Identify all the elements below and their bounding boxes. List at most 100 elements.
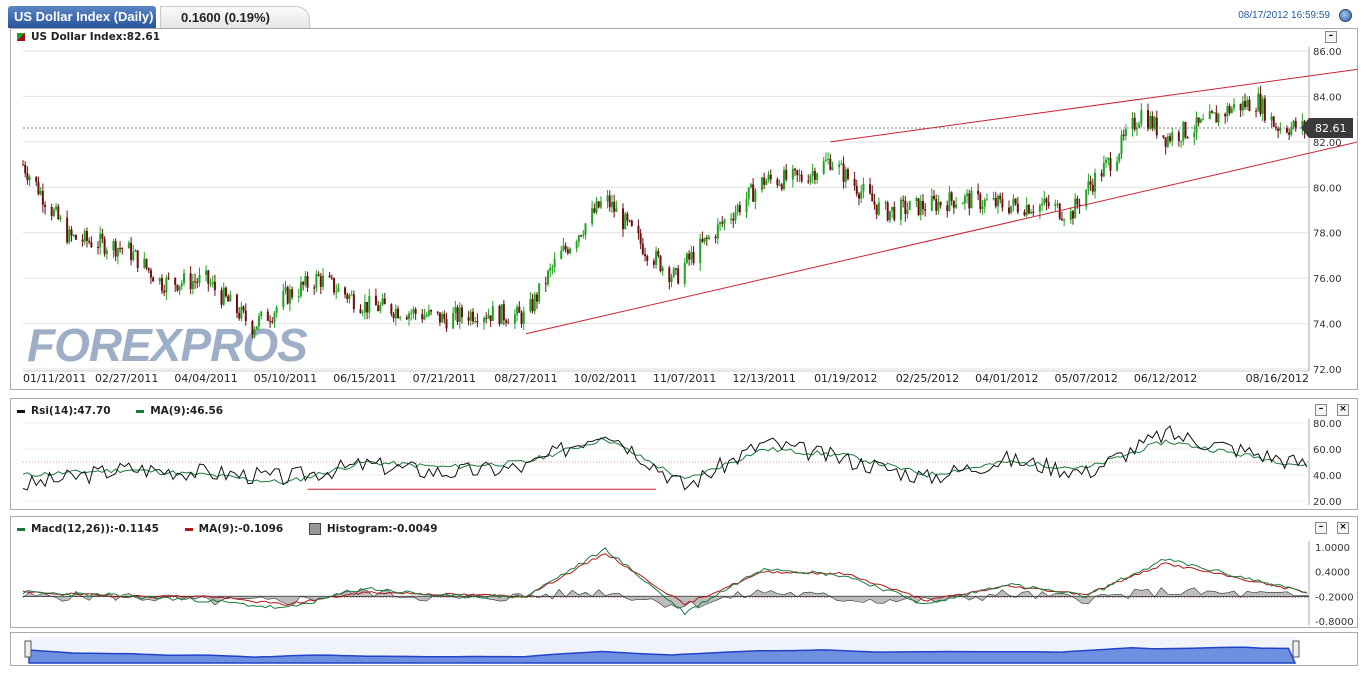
- rsi-y-tick: 40.00: [1313, 471, 1342, 482]
- candle-body: [498, 306, 501, 325]
- chart-title-tab[interactable]: US Dollar Index (Daily): [8, 6, 156, 28]
- rsi-minimize-button[interactable]: –: [1315, 404, 1327, 416]
- candle-body: [580, 235, 583, 237]
- macd-minimize-button[interactable]: –: [1315, 522, 1327, 534]
- candle-body: [811, 170, 814, 176]
- candle-body: [738, 205, 741, 213]
- candle-body: [933, 195, 936, 200]
- candle-body: [445, 319, 448, 329]
- price-chart: FOREXPROS 86.00 84.00 82.00 80.00 78.00 76.00…: [22, 47, 1357, 385]
- candle-body: [1277, 128, 1280, 131]
- navigator-panel[interactable]: [10, 632, 1358, 666]
- chart-header: US Dollar Index (Daily) 0.1600 (0.19%) 0…: [0, 0, 1366, 28]
- candle-body: [112, 241, 115, 251]
- candle-body: [516, 306, 519, 315]
- macd-y-tick: -0.2000: [1315, 592, 1354, 603]
- candle-body: [491, 306, 494, 321]
- macd-y-tick: 1.0000: [1315, 543, 1350, 554]
- candle-body: [769, 174, 772, 180]
- candle-body: [840, 163, 843, 165]
- candle-body: [57, 206, 60, 219]
- candle-body: [544, 283, 547, 285]
- candle-body: [467, 317, 470, 321]
- candle-body: [996, 195, 999, 207]
- candle-body: [904, 200, 907, 214]
- candle-body: [734, 211, 737, 221]
- ma-line-icon: [136, 409, 145, 413]
- candle-body: [858, 193, 861, 199]
- candle-body: [1133, 117, 1136, 130]
- candle-body: [566, 249, 569, 254]
- candle-body: [427, 310, 430, 316]
- navigator-chart[interactable]: [11, 633, 1357, 665]
- candle-body: [778, 184, 781, 186]
- candle-body: [1248, 99, 1251, 112]
- candle-body: [505, 320, 508, 323]
- candle-body: [68, 229, 71, 243]
- candle-body: [134, 250, 137, 252]
- candle-body: [562, 245, 565, 251]
- candle-body: [688, 253, 691, 260]
- candle-body: [500, 304, 503, 325]
- candle-body: [767, 174, 770, 181]
- candle-body: [935, 199, 938, 211]
- settings-icon[interactable]: [1339, 9, 1352, 22]
- trend-line: [525, 141, 1357, 335]
- candle-body: [121, 248, 124, 250]
- candle-body: [269, 320, 272, 322]
- price-legend: US Dollar Index:82.61: [17, 31, 160, 43]
- candle-body: [1215, 112, 1218, 123]
- candle-body: [939, 202, 942, 206]
- candle-body: [24, 164, 27, 174]
- candle-body: [456, 307, 459, 322]
- candle-body: [809, 175, 812, 183]
- candle-body: [286, 287, 289, 304]
- price-y-tick: 78.00: [1313, 229, 1342, 240]
- candle-body: [683, 262, 686, 284]
- candle-body: [1226, 106, 1229, 117]
- candle-body: [670, 276, 673, 282]
- candle-body: [136, 250, 139, 268]
- candle-body: [105, 250, 108, 254]
- candle-body: [1085, 189, 1088, 207]
- candle-body: [366, 301, 369, 313]
- price-y-tick: 86.00: [1313, 47, 1342, 58]
- candle-body: [328, 275, 331, 278]
- candle-body: [560, 250, 563, 259]
- candle-body: [708, 236, 711, 239]
- candle-body: [796, 170, 799, 175]
- candle-body: [1151, 115, 1154, 129]
- candle-body: [85, 231, 88, 241]
- candle-body: [760, 177, 763, 191]
- candle-body: [860, 191, 863, 199]
- candle-body: [198, 274, 201, 283]
- candle-body: [253, 329, 256, 335]
- candle-body: [1116, 161, 1119, 171]
- candle-body: [1023, 211, 1026, 216]
- candle-body: [88, 240, 91, 243]
- candle-body: [816, 173, 819, 180]
- macd-close-button[interactable]: ×: [1337, 522, 1349, 534]
- candle-body: [297, 296, 300, 298]
- price-minimize-button[interactable]: –: [1325, 31, 1337, 43]
- candle-body: [1202, 119, 1205, 121]
- candle-body: [273, 312, 276, 322]
- candle-body: [381, 298, 384, 305]
- candle-body: [966, 193, 969, 196]
- candle-body: [531, 299, 534, 312]
- candle-body: [886, 202, 889, 221]
- candle-body: [637, 225, 640, 234]
- macd-chart: 1.0000 0.4000 -0.2000 -0.8000: [22, 541, 1354, 627]
- candle-body: [1164, 137, 1167, 147]
- macd-line-icon: [17, 527, 25, 531]
- candle-body: [1063, 219, 1066, 221]
- candle-body: [899, 199, 902, 220]
- candle-body: [970, 190, 973, 209]
- candle-body: [1074, 198, 1077, 219]
- candle-body: [1146, 110, 1149, 129]
- candle-body: [615, 208, 618, 212]
- candle-body: [690, 251, 693, 260]
- rsi-close-button[interactable]: ×: [1337, 404, 1349, 416]
- candle-body: [893, 206, 896, 220]
- candle-body: [785, 169, 788, 180]
